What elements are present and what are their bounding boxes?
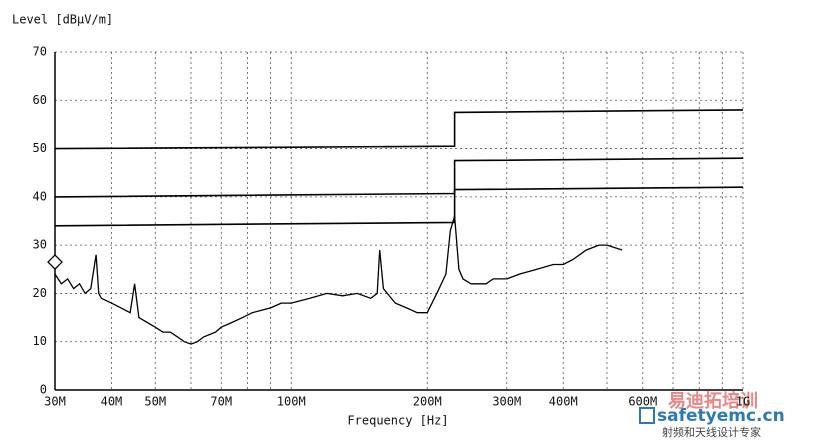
watermark-site: safetyemc.cn <box>657 406 785 426</box>
x-tick-label: 1G <box>736 395 750 409</box>
x-tick-label: 600M <box>628 395 657 409</box>
x-tick-label: 70M <box>210 395 232 409</box>
y-axis-title: Level [dBµV/m] <box>12 13 113 27</box>
y-tick-label: 40 <box>33 189 47 203</box>
x-tick-label: 300M <box>492 395 521 409</box>
limit-line <box>54 157 744 198</box>
y-tick-label: 60 <box>33 93 47 107</box>
watermark-slogan: 射频和天线设计专家 <box>662 425 761 439</box>
y-tick-label: 30 <box>33 238 47 252</box>
y-tick-label: 20 <box>33 286 47 300</box>
marker <box>47 254 63 270</box>
y-tick-label: 10 <box>33 334 47 348</box>
limit-line <box>54 109 744 150</box>
watermark-icon <box>639 407 655 424</box>
watermark-brand: 易迪拓培训 <box>668 390 758 412</box>
y-tick-label: 50 <box>33 141 47 155</box>
x-axis-title: Frequency [Hz] <box>347 414 448 428</box>
trace <box>54 216 623 345</box>
limit-line <box>54 186 744 227</box>
x-tick-label: 50M <box>144 395 166 409</box>
y-tick-label: 0 <box>40 383 47 397</box>
y-tick-label: 70 <box>33 45 47 59</box>
x-tick-label: 40M <box>101 395 123 409</box>
x-tick-label: 30M <box>44 395 66 409</box>
x-tick-label: 400M <box>549 395 578 409</box>
x-tick-label: 100M <box>277 395 306 409</box>
x-tick-label: 200M <box>413 395 442 409</box>
